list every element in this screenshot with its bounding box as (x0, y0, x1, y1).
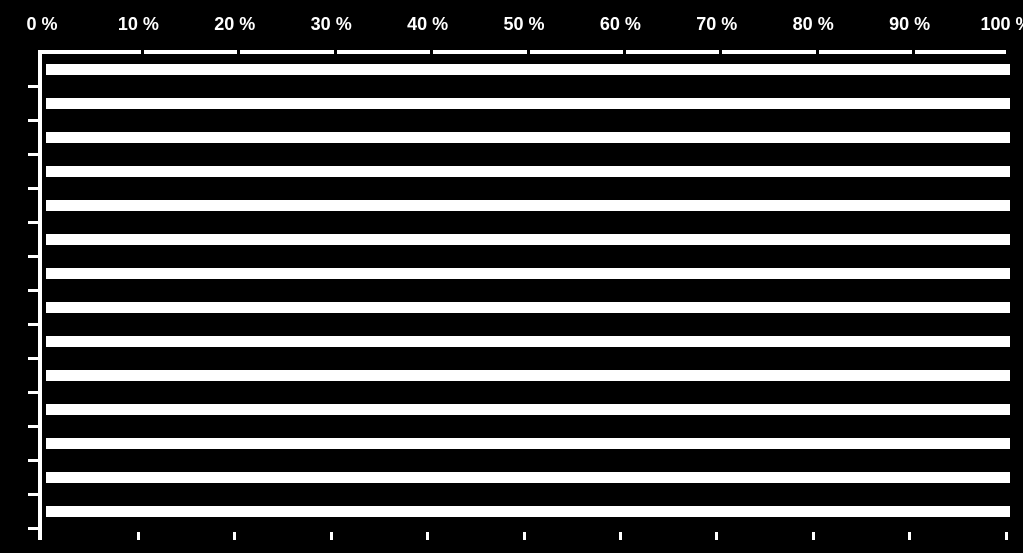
x-axis-label: 0 % (26, 14, 57, 35)
bar (46, 132, 1010, 143)
bar (46, 506, 1010, 517)
x-axis-label: 30 % (311, 14, 352, 35)
x-axis-label: 90 % (889, 14, 930, 35)
x-axis-label: 40 % (407, 14, 448, 35)
y-tick (28, 187, 38, 190)
y-tick (28, 459, 38, 462)
x-bottom-tick (523, 532, 526, 540)
bar (46, 404, 1010, 415)
y-tick (28, 425, 38, 428)
y-tick (28, 153, 38, 156)
y-tick (28, 85, 38, 88)
y-tick (28, 357, 38, 360)
chart-stage: 0 % 10 % 20 % 30 % 40 % 50 % 60 % 70 % 80 % 90 % 1… (0, 0, 1023, 553)
x-gridline (1009, 50, 1012, 540)
y-tick (28, 221, 38, 224)
y-tick (28, 391, 38, 394)
y-tick (28, 527, 38, 530)
bar (46, 98, 1010, 109)
bar (46, 438, 1010, 449)
x-bottom-tick (619, 532, 622, 540)
x-bottom-tick (330, 532, 333, 540)
x-axis-label: 100 % (980, 14, 1023, 35)
bar (46, 336, 1010, 347)
bar (46, 472, 1010, 483)
bar (46, 166, 1010, 177)
x-axis-label: 80 % (793, 14, 834, 35)
x-gridline (816, 50, 819, 540)
chart-plot-area (38, 50, 1006, 540)
x-gridline (141, 50, 144, 540)
bar (46, 302, 1010, 313)
y-tick (28, 323, 38, 326)
y-tick (28, 119, 38, 122)
x-bottom-tick (715, 532, 718, 540)
x-axis-line (42, 50, 1006, 54)
x-axis-label: 50 % (503, 14, 544, 35)
y-tick (28, 255, 38, 258)
x-axis-label: 20 % (214, 14, 255, 35)
x-gridline (237, 50, 240, 540)
x-bottom-tick (908, 532, 911, 540)
bar (46, 370, 1010, 381)
x-gridline (719, 50, 722, 540)
bar (46, 268, 1010, 279)
y-tick (28, 493, 38, 496)
x-bottom-tick (812, 532, 815, 540)
y-tick (28, 289, 38, 292)
x-axis-label: 10 % (118, 14, 159, 35)
x-bottom-tick (426, 532, 429, 540)
x-gridline (334, 50, 337, 540)
bar (46, 234, 1010, 245)
x-bottom-tick (233, 532, 236, 540)
x-bottom-tick (137, 532, 140, 540)
bar (46, 64, 1010, 75)
x-bottom-tick (1005, 532, 1008, 540)
x-axis-label: 70 % (696, 14, 737, 35)
x-gridline (527, 50, 530, 540)
x-gridline (912, 50, 915, 540)
x-axis-label: 60 % (600, 14, 641, 35)
bar (46, 200, 1010, 211)
x-gridline (430, 50, 433, 540)
x-gridline (623, 50, 626, 540)
